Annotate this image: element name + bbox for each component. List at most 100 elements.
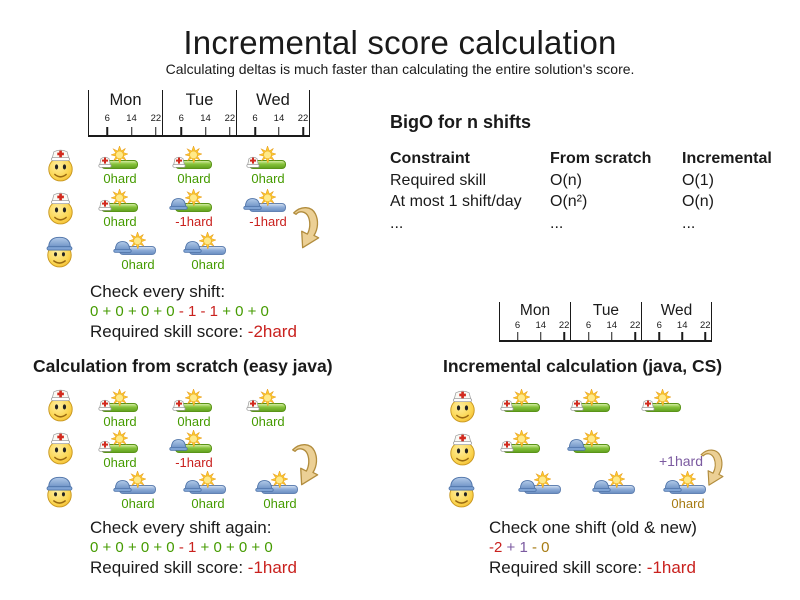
shift-score-label: -1hard [175,214,213,229]
score-value: -1hard [646,558,696,577]
timeline-day: Wed 6 14 22 [641,302,712,340]
shift-score-label: 0hard [177,414,211,429]
page-subtitle: Calculating deltas is much faster than c… [165,61,635,77]
tick-label: 6 [514,320,521,331]
tick-mark [204,127,207,135]
builder-face-icon [44,234,75,268]
day-label: Tue [185,91,214,109]
equation-term: 0 + 0 + 0 + 0 [90,303,179,320]
tick-mark [130,127,133,135]
shift-icon: 0hard [98,146,142,186]
builder-hat-icon [183,478,202,493]
builder-hat-icon [169,437,188,452]
shift-icon [500,389,544,429]
builder-hat-icon [113,239,132,254]
timeline-day: Tue 6 14 22 [162,90,236,135]
score-line: Required skill score: -1hard [489,557,697,579]
tick-label: 14 [273,113,285,124]
nurse-hat-icon [640,398,656,411]
tick-label: 14 [126,113,137,124]
timeline-day: Wed 6 14 22 [236,90,310,135]
summary-title: Check every shift: [90,282,226,301]
tick-label: 6 [656,320,662,331]
shift-icon: -1hard [172,189,216,229]
tick-label: 14 [535,320,547,331]
shift-score-label: 0hard [263,496,297,511]
tick-mark [254,127,256,135]
shift-icon: 0hard [172,389,216,429]
section-heading-from-scratch: Calculation from scratch (easy java) [33,356,333,376]
builder-face-icon [446,474,477,508]
day-label: Mon [519,302,551,319]
shift-score-label: 0hard [191,496,225,511]
nurse-face-glyph [45,431,76,465]
score-value: -1hard [247,558,297,577]
tick-mark [302,127,304,135]
tick-label: 22 [150,113,162,124]
bigo-cell: ... [550,214,564,232]
equation-term: - 0 [527,539,550,556]
summary-equation: 0 + 0 + 0 + 0 - 1 + 0 + 0 + 0 [90,538,297,557]
builder-hat-icon [663,478,682,493]
tick-mark [155,127,157,135]
timeline-day: Tue 6 14 22 [570,302,641,340]
nurse-face-glyph [45,148,76,182]
bigo-cell: O(n) [682,193,714,210]
shift-icon [500,430,544,470]
nurse-face-glyph [45,191,76,225]
bigo-column-header: Incremental [682,150,772,167]
shift-icon: 0hard [98,189,142,229]
shift-icon [570,430,614,470]
sun-icon [111,389,128,406]
shift-icon: 0hard [246,389,290,429]
tick-label: 22 [224,113,236,124]
nurse-hat-icon [97,198,113,211]
shift-score-label: 0hard [251,414,285,429]
shift-score-label: 0hard [121,257,155,272]
nurse-hat-icon [499,439,515,452]
bigo-column-header: Constraint [390,150,470,167]
bigo-cell: Required skill [390,171,487,189]
shift-icon: 0hard [172,146,216,186]
shift-score-label: 0hard [103,214,137,229]
day-label: Wed [660,302,693,319]
score-label: Required skill score: [489,558,647,577]
tick-mark [704,332,707,340]
score-line: Required skill score: -1hard [90,557,297,579]
sun-icon [111,189,128,206]
nurse-hat-icon [97,439,113,452]
score-label: Required skill score: [90,322,248,341]
score-value: -2hard [247,322,297,341]
summary-from-scratch: Check every shift again: 0 + 0 + 0 + 0 -… [90,517,297,579]
sun-icon [654,389,671,406]
sun-icon [583,389,600,406]
nurse-hat-icon [245,398,261,411]
shift-icon: 0hard [186,232,230,272]
bigo-table: Constraint From scratch Incremental Require… [390,150,792,236]
sun-icon [111,430,128,447]
day-label: Mon [109,91,142,109]
tick-mark [278,127,280,135]
shift-icon: 0hard [98,430,142,470]
nurse-hat-icon [97,398,113,411]
shift-icon: 0hard [246,146,290,186]
nurse-face-icon [45,431,76,465]
bigo-heading: BigO for n shifts [390,112,531,132]
sun-icon [513,430,530,447]
tick-label: 6 [104,113,110,124]
timeline-right: Mon 6 14 22 Tue 6 14 22 Wed 6 14 22 [499,302,712,342]
nurse-hat-icon [171,398,187,411]
tick-mark [658,332,660,340]
tick-label: 6 [585,320,592,331]
shift-score-label: 0hard [103,414,137,429]
tick-mark [180,127,182,135]
nurse-face-icon [45,388,76,422]
shift-score-label: 0hard [671,496,705,511]
summary-initial: Check every shift: 0 + 0 + 0 + 0 - 1 - 1… [90,281,297,343]
tick-mark [516,332,519,340]
shift-score-label: 0hard [191,257,225,272]
bigo-cell: At most 1 shift/day [390,193,522,210]
sun-icon [185,389,202,406]
